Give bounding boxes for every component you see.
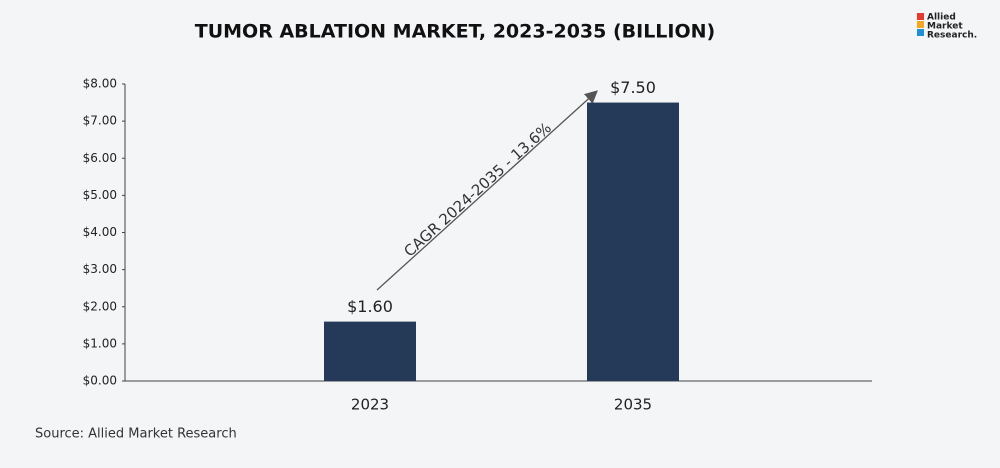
logo-square <box>917 21 924 28</box>
y-tick-label: $6.00 <box>83 151 117 165</box>
source: Source: Allied Market Research <box>35 427 237 442</box>
chart-title: TUMOR ABLATION MARKET, 2023-2035 (BILLIO… <box>195 21 715 43</box>
logo-text: Allied <box>927 13 956 23</box>
logo-text: Research. <box>927 31 977 41</box>
y-tick-label: $1.00 <box>83 336 117 350</box>
logo-square <box>917 13 924 20</box>
value-label: $7.50 <box>610 78 656 97</box>
y-tick-label: $0.00 <box>83 374 117 388</box>
x-tick-label: 2035 <box>614 396 652 414</box>
cagr-arrow <box>376 90 598 291</box>
x-tick-label: 2023 <box>351 396 389 414</box>
logo-square <box>917 29 924 36</box>
y-tick-label: $5.00 <box>83 188 117 202</box>
y-tick-label: $7.00 <box>83 114 117 128</box>
logo: Allied Market Research. <box>917 13 977 41</box>
y-tick-label: $4.00 <box>83 225 117 239</box>
bar <box>587 102 679 381</box>
value-label: $1.60 <box>347 297 393 316</box>
logo-text: Market <box>927 22 963 32</box>
bar <box>324 321 416 381</box>
y-tick-label: $2.00 <box>83 299 117 313</box>
y-tick-label: $3.00 <box>83 262 117 276</box>
y-tick-label: $8.00 <box>83 77 117 91</box>
